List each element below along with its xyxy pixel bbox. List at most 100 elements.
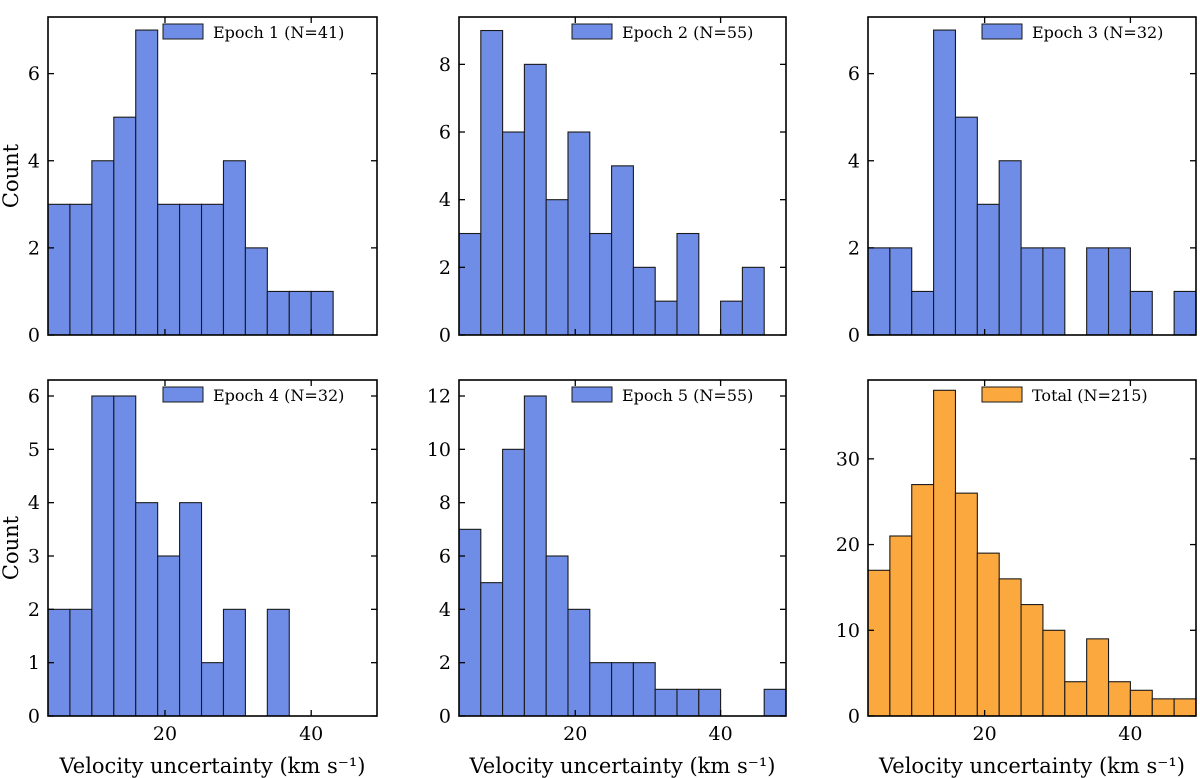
y-tick-label: 2 xyxy=(28,599,40,621)
axes-frame xyxy=(458,16,787,336)
bar xyxy=(523,395,547,716)
bars xyxy=(459,395,786,716)
y-tick-label: 1 xyxy=(28,652,40,674)
bars xyxy=(48,395,290,716)
y-tick-label: 2 xyxy=(439,257,451,279)
bar xyxy=(954,492,978,716)
legend-swatch xyxy=(571,386,613,403)
bar xyxy=(135,29,159,335)
bar xyxy=(654,300,678,335)
bar xyxy=(1173,698,1196,716)
y-tick-label: 0 xyxy=(28,325,40,347)
y-tick-label: 4 xyxy=(28,492,40,514)
bar xyxy=(933,29,957,335)
bar xyxy=(480,29,504,335)
legend-label: Epoch 2 (N=55) xyxy=(622,23,753,42)
bar xyxy=(632,662,656,716)
bar xyxy=(589,662,613,716)
y-tick-label: 0 xyxy=(439,706,451,728)
panel-6: 0 10 20 30 20 40 Velocity uncertainty (km s⁻¹)… xyxy=(836,379,1197,778)
y-tick-label: 6 xyxy=(439,546,451,568)
y-axis-label: Count xyxy=(0,143,23,208)
bar xyxy=(545,199,569,335)
bar xyxy=(1042,629,1066,716)
bar xyxy=(244,247,268,335)
bar xyxy=(741,266,765,335)
x-tick-label: 20 xyxy=(563,723,587,745)
panel-2: 0 2 4 6 8 Epoch 2 (N=55) xyxy=(439,16,787,347)
y-tick-label: 3 xyxy=(28,546,40,568)
axes-frame xyxy=(47,379,378,717)
bar xyxy=(523,63,547,335)
y-tick-label: 0 xyxy=(848,706,860,728)
bar xyxy=(567,131,591,335)
panel-3: 0 2 4 6 Epoch 3 (N=32) xyxy=(848,16,1197,347)
bar xyxy=(480,582,504,716)
x-tick-label: 40 xyxy=(1118,723,1142,745)
y-tick-label: 5 xyxy=(28,439,40,461)
bar xyxy=(763,688,786,716)
y-tick-label: 2 xyxy=(439,652,451,674)
legend-label: Epoch 3 (N=32) xyxy=(1032,23,1163,42)
bars xyxy=(868,389,1196,716)
x-tick-label: 40 xyxy=(299,723,323,745)
bar xyxy=(676,688,700,716)
bar xyxy=(502,131,525,335)
axes-frame xyxy=(458,379,787,717)
y-tick-label: 30 xyxy=(836,448,860,470)
bar xyxy=(157,203,181,335)
bar xyxy=(200,662,225,716)
x-tick-label: 40 xyxy=(709,723,733,745)
y-tick-label: 4 xyxy=(439,189,451,211)
y-tick-label: 20 xyxy=(836,534,860,556)
legend-label: Epoch 4 (N=32) xyxy=(213,386,344,405)
bar xyxy=(868,569,891,716)
bar xyxy=(911,484,935,716)
legend-swatch xyxy=(571,23,613,40)
x-axis-label: Velocity uncertainty (km s⁻¹) xyxy=(469,754,776,778)
y-tick-label: 6 xyxy=(848,63,860,85)
bar xyxy=(1020,604,1044,716)
y-tick-label: 6 xyxy=(439,122,451,144)
bar xyxy=(91,160,115,335)
y-tick-label: 8 xyxy=(439,492,451,514)
bar xyxy=(200,203,225,335)
bar xyxy=(69,608,93,716)
y-axis-label: Count xyxy=(0,515,23,580)
bar xyxy=(698,688,722,716)
legend-swatch xyxy=(981,23,1023,40)
bar xyxy=(135,502,159,716)
bar xyxy=(179,203,203,335)
bar xyxy=(889,247,913,335)
y-tick-label: 0 xyxy=(439,325,451,347)
y-tick-label: 12 xyxy=(427,386,451,408)
y-tick-label: 10 xyxy=(427,439,451,461)
bar xyxy=(868,247,891,335)
bar xyxy=(933,389,957,716)
bar xyxy=(113,116,137,335)
bar xyxy=(954,116,978,335)
y-tick-label: 4 xyxy=(848,150,860,172)
bar xyxy=(459,232,482,335)
axes-frame xyxy=(867,379,1197,717)
bars xyxy=(48,29,334,335)
legend-swatch xyxy=(162,386,204,403)
bars xyxy=(459,29,765,335)
bar xyxy=(611,662,634,716)
y-tick-label: 2 xyxy=(848,237,860,259)
legend-label: Epoch 1 (N=41) xyxy=(213,23,344,42)
bar xyxy=(1064,681,1088,716)
bar xyxy=(310,290,334,335)
y-tick-label: 2 xyxy=(28,237,40,259)
bar xyxy=(676,232,700,335)
bar xyxy=(1086,638,1110,716)
bar xyxy=(1151,698,1175,716)
bar xyxy=(222,608,246,716)
y-tick-label: 8 xyxy=(439,54,451,76)
legend-label: Total (N=215) xyxy=(1032,386,1148,405)
axes-frame xyxy=(867,16,1197,336)
bar xyxy=(113,395,137,716)
panel-1: 0 2 4 6 Count Epoch 1 (N=41) xyxy=(0,16,378,347)
bar xyxy=(611,165,634,335)
